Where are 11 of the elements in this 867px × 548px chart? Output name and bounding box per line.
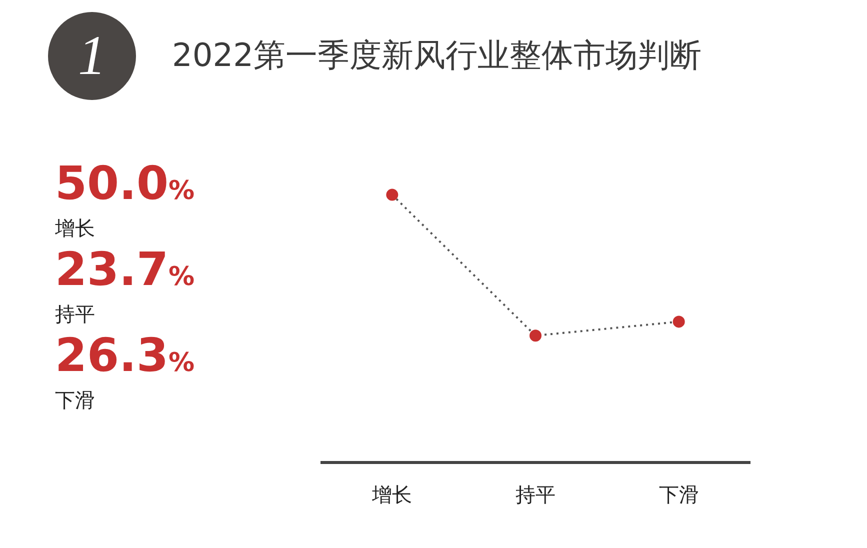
text: 50.0% <box>55 156 195 212</box>
text: 1 <box>48 12 136 100</box>
chart-title: 2022第一季度新风行业整体市场判断 <box>172 35 702 76</box>
text: 26.3% <box>55 328 195 384</box>
text: 持平 <box>55 301 96 327</box>
text: 下滑 <box>55 387 96 413</box>
x-tick-label: 持平 <box>516 482 556 506</box>
text: 23.7% <box>55 242 195 298</box>
text: 增长 <box>55 215 96 241</box>
x-tick-label: 增长 <box>371 482 412 506</box>
x-tick-label: 下滑 <box>658 482 699 506</box>
